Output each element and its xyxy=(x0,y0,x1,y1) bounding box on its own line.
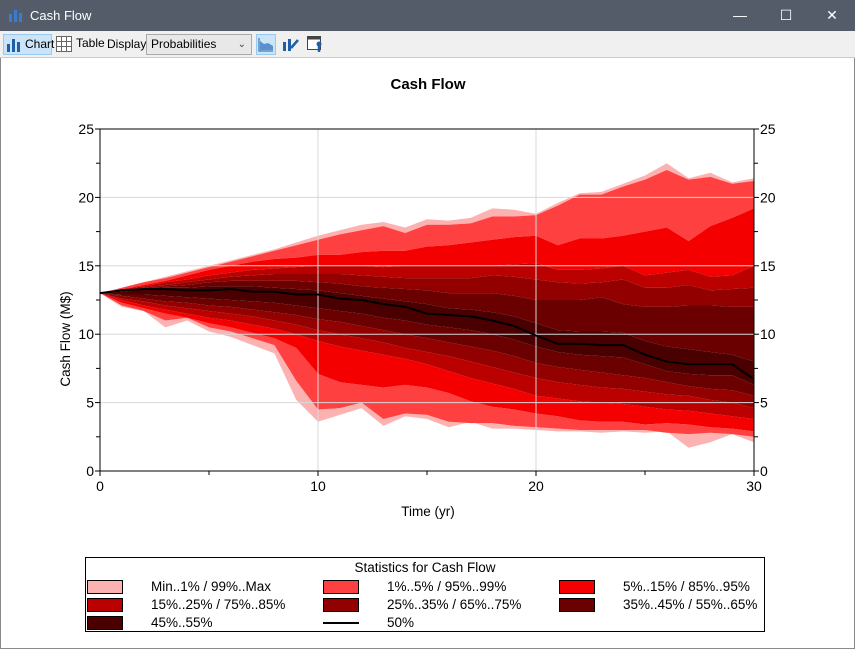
y-tick-label: 0 xyxy=(86,463,94,479)
window-settings-icon xyxy=(307,36,322,52)
y-tick-label: 5 xyxy=(86,395,94,411)
band-lower-3 xyxy=(100,293,754,420)
legend-label: 5%..15% / 85%..95% xyxy=(623,579,750,594)
x-tick-label: 20 xyxy=(528,478,544,494)
area-chart-icon xyxy=(258,38,273,52)
bar-chart-icon xyxy=(7,39,20,52)
y-tick-label-right: 10 xyxy=(760,326,776,342)
band-upper-5 xyxy=(100,280,754,362)
y-tick-label: 25 xyxy=(78,121,94,137)
legend-swatch xyxy=(87,598,123,612)
median-line xyxy=(99,288,755,381)
table-icon xyxy=(56,36,72,52)
chart-label: Chart xyxy=(25,37,55,51)
close-button[interactable]: ✕ xyxy=(826,7,838,23)
chart-settings-button[interactable] xyxy=(306,34,324,55)
band-lower-6 xyxy=(100,286,754,385)
toolbar: Chart Table Display: Probabilities ⌄ xyxy=(0,31,855,58)
chart-title: Cash Flow xyxy=(390,76,465,93)
table-view-button[interactable]: Table xyxy=(56,34,105,55)
legend-label: Min..1% / 99%..Max xyxy=(151,579,272,594)
band-lower-4 xyxy=(100,293,754,409)
legend-title: Statistics for Cash Flow xyxy=(354,560,496,575)
legend-swatch xyxy=(87,580,123,594)
legend: Statistics for Cash Flow Min..1% / 99%..… xyxy=(85,557,765,632)
title-bar: Cash Flow — ☐ ✕ xyxy=(0,0,855,31)
chart-edit-icon xyxy=(283,39,299,51)
display-select[interactable]: Probabilities ⌄ xyxy=(146,34,252,55)
band-upper-2 xyxy=(100,208,754,294)
probability-bands-button[interactable] xyxy=(256,34,276,55)
legend-label: 35%..45% / 55%..65% xyxy=(623,597,758,612)
y-tick-label: 15 xyxy=(78,258,94,274)
band-lower-5 xyxy=(100,293,754,396)
legend-swatch xyxy=(323,580,359,594)
legend-label: 25%..35% / 65%..75% xyxy=(387,597,522,612)
x-axis-label: Time (yr) xyxy=(401,504,455,519)
band-lower-2 xyxy=(100,293,754,432)
minimize-button[interactable]: — xyxy=(733,7,747,23)
chart-view-button[interactable]: Chart xyxy=(3,34,55,55)
y-axis-label: Cash Flow (M$) xyxy=(58,291,73,386)
display-label: Display: xyxy=(107,37,150,51)
x-tick-label: 10 xyxy=(310,478,326,494)
x-tick-label: 30 xyxy=(746,478,762,494)
legend-label: 45%..55% xyxy=(151,615,213,630)
y-tick-label: 10 xyxy=(78,326,94,342)
legend-line-swatch xyxy=(323,622,359,624)
legend-label: 50% xyxy=(387,615,415,630)
legend-label: 1%..5% / 95%..99% xyxy=(387,579,507,594)
band-lower-1 xyxy=(100,293,754,437)
legend-swatch xyxy=(87,616,123,630)
legend-swatch xyxy=(559,598,595,612)
y-tick-label-right: 15 xyxy=(760,258,776,274)
legend-swatch xyxy=(559,580,595,594)
y-tick-label: 20 xyxy=(78,189,94,205)
band-upper-1 xyxy=(100,170,754,294)
y-tick-label-right: 20 xyxy=(760,189,776,205)
band-lower-0 xyxy=(100,293,754,448)
cash-flow-chart: Cash Flow Cash Flow (M$) Time (yr) 0 05 51… xyxy=(58,76,776,519)
y-tick-label-right: 25 xyxy=(760,121,776,137)
x-tick-label: 0 xyxy=(96,478,104,494)
edit-chart-button[interactable] xyxy=(282,34,300,55)
chart-app-icon xyxy=(9,10,22,22)
window-title: Cash Flow xyxy=(30,8,92,23)
maximize-button[interactable]: ☐ xyxy=(779,7,793,23)
legend-swatch xyxy=(323,598,359,612)
table-label: Table xyxy=(76,36,105,50)
legend-label: 15%..25% / 75%..85% xyxy=(151,597,286,612)
display-select-value: Probabilities xyxy=(151,37,217,51)
y-tick-label-right: 5 xyxy=(760,395,768,411)
y-tick-label-right: 0 xyxy=(760,463,768,479)
chevron-down-icon: ⌄ xyxy=(237,39,246,50)
